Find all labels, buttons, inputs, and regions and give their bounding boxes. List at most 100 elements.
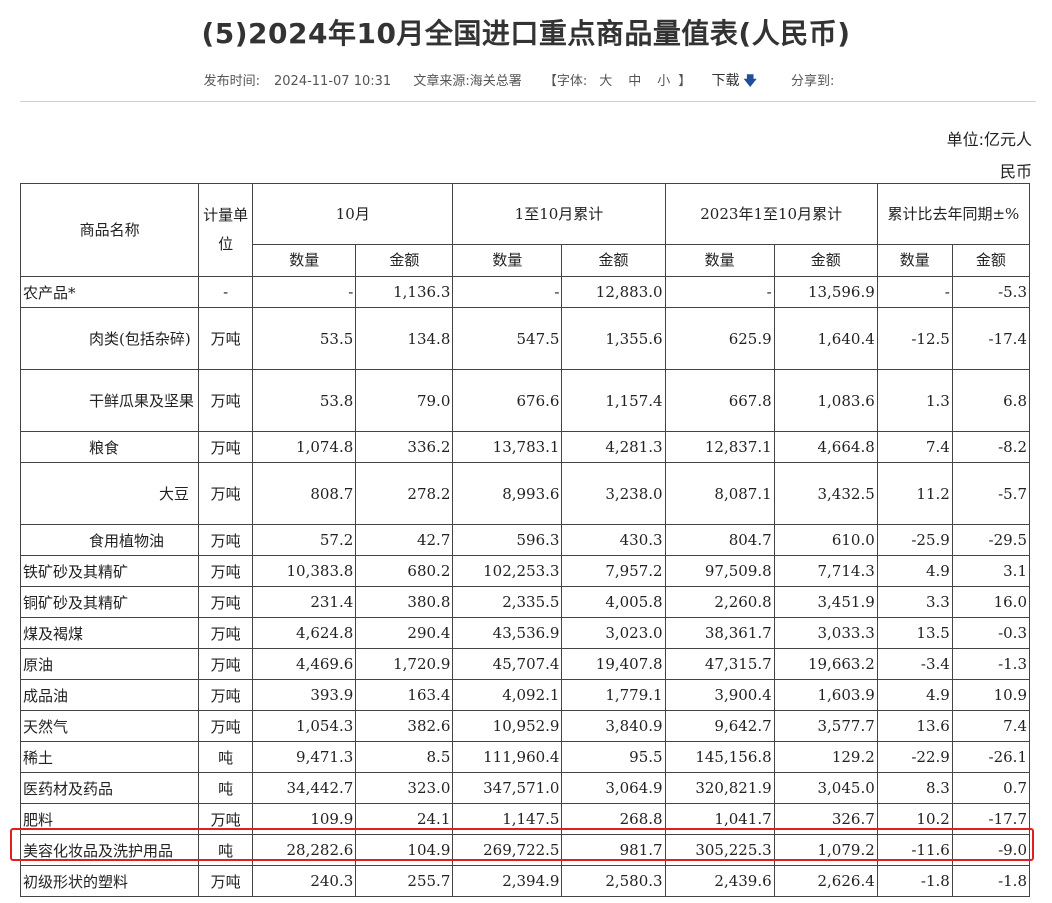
value-ytd-amt: 3,023.0 xyxy=(561,617,666,649)
value-ytd-qty: 13,783.1 xyxy=(452,431,563,463)
table-body: 农产品* - -1,136.3-12,883.0-13,596.9- -5.3 肉类(包… xyxy=(19,276,1031,897)
value-prev-qty: 38,361.7 xyxy=(664,617,775,649)
value-chg-amt: -1.3 xyxy=(951,648,1031,680)
value-ytd-qty: 596.3 xyxy=(452,524,563,556)
table-row: 干鲜瓜果及坚果 万吨 53.8 79.0 676.6 1,157.4 667.8 1,083.… xyxy=(19,369,1031,432)
unit-cell: 吨 xyxy=(198,772,254,804)
value-prev-amt: 129.2 xyxy=(773,741,878,773)
import-table: 商品名称 计量单位 10月 1至10月累计 2023年1至10月累计 累计比去年… xyxy=(19,183,1031,897)
font-size-label: 【字体: xyxy=(543,74,588,89)
unit-cell: 万吨 xyxy=(198,710,254,742)
value-ytd-amt: 3,238.0 xyxy=(561,462,666,525)
value-prev-qty: 12,837.1 xyxy=(664,431,775,463)
value-ytd-amt: 1,157.4 xyxy=(561,369,666,432)
value-chg-qty: 13.6 xyxy=(876,710,953,742)
value-ytd-qty: 8,993.6 xyxy=(452,462,563,525)
value-ytd-amt: 4,281.3 xyxy=(561,431,666,463)
download-link[interactable]: 下载 xyxy=(711,73,740,89)
value-oct-qty: 4,624.8 xyxy=(252,617,357,649)
value-oct-qty: - xyxy=(252,276,357,308)
value-oct-amt: 1,720.9 xyxy=(355,648,454,680)
value-prev-qty: 8,087.1 xyxy=(664,462,775,525)
commodity-name: 肉类(包括杂碎) xyxy=(19,307,200,370)
value-oct-amt: 134.8 xyxy=(355,307,454,370)
value-chg-amt: -1.8 xyxy=(951,865,1031,897)
unit-cell: 万吨 xyxy=(198,586,254,618)
commodity-name: 铁矿砂及其精矿 xyxy=(19,555,200,587)
value-prev-qty: 320,821.9 xyxy=(664,772,775,804)
value-prev-amt: 19,663.2 xyxy=(773,648,878,680)
value-prev-amt: 4,664.8 xyxy=(773,431,878,463)
unit-cell: 万吨 xyxy=(198,524,254,556)
value-chg-qty: 7.4 xyxy=(876,431,953,463)
value-ytd-amt: 1,355.6 xyxy=(561,307,666,370)
value-chg-qty: -3.4 xyxy=(876,648,953,680)
value-prev-qty: 667.8 xyxy=(664,369,775,432)
unit-cell: 万吨 xyxy=(198,679,254,711)
page-title: (5)2024年10月全国进口重点商品量值表(人民币) xyxy=(201,17,851,50)
commodity-name: 粮食 xyxy=(19,431,200,463)
value-ytd-qty: 347,571.0 xyxy=(452,772,563,804)
value-oct-qty: 34,442.7 xyxy=(252,772,357,804)
header-oct: 10月 xyxy=(252,183,454,245)
value-ytd-qty: 676.6 xyxy=(452,369,563,432)
value-chg-amt: 7.4 xyxy=(951,710,1031,742)
table-row: 原油 万吨 4,469.6 1,720.9 45,707.4 19,407.8 47,315… xyxy=(19,648,1031,680)
value-chg-qty: -1.8 xyxy=(876,865,953,897)
font-small-option[interactable]: 小 xyxy=(657,74,671,89)
value-chg-amt: -26.1 xyxy=(951,741,1031,773)
value-oct-qty: 9,471.3 xyxy=(252,741,357,773)
value-oct-qty: 1,074.8 xyxy=(252,431,357,463)
value-ytd-qty: - xyxy=(452,276,563,308)
highlight-box xyxy=(10,828,1034,861)
value-oct-qty: 393.9 xyxy=(252,679,357,711)
value-chg-qty: 4.9 xyxy=(876,555,953,587)
value-oct-amt: 8.5 xyxy=(355,741,454,773)
value-oct-amt: 380.8 xyxy=(355,586,454,618)
value-chg-amt: 3.1 xyxy=(951,555,1031,587)
header-divider xyxy=(20,101,1036,102)
commodity-name: 原油 xyxy=(19,648,200,680)
value-prev-amt: 1,640.4 xyxy=(773,307,878,370)
value-prev-qty: 2,260.8 xyxy=(664,586,775,618)
value-prev-qty: 2,439.6 xyxy=(664,865,775,897)
value-prev-amt: 7,714.3 xyxy=(773,555,878,587)
value-oct-amt: 278.2 xyxy=(355,462,454,525)
commodity-name: 天然气 xyxy=(19,710,200,742)
table-row: 铁矿砂及其精矿 万吨 10,383.8 680.2 102,253.3 7,957.2 97… xyxy=(19,555,1031,587)
table-row: 肉类(包括杂碎) 万吨 53.5 134.8 547.5 1,355.6 625.9 1,64… xyxy=(19,307,1031,370)
table-row: 医药材及药品吨 34,442.7 323.0 347,571.0 3,064.9 320,… xyxy=(19,772,1031,804)
value-ytd-qty: 2,394.9 xyxy=(452,865,563,897)
value-prev-qty: 97,509.8 xyxy=(664,555,775,587)
value-oct-qty: 53.5 xyxy=(252,307,357,370)
table-row: 初级形状的塑料 万吨 240.3 255.7 2,394.9 2,580.3 2,439.6… xyxy=(19,865,1031,897)
value-oct-amt: 255.7 xyxy=(355,865,454,897)
value-oct-amt: 79.0 xyxy=(355,369,454,432)
header-amt: 金额 xyxy=(951,244,1031,277)
value-chg-amt: -17.4 xyxy=(951,307,1031,370)
header-unit: 计量单位 xyxy=(198,183,254,277)
value-chg-amt: 16.0 xyxy=(951,586,1031,618)
font-large-option[interactable]: 大 xyxy=(599,74,613,89)
value-ytd-amt: 430.3 xyxy=(561,524,666,556)
header-qty: 数量 xyxy=(252,244,357,277)
header-ytd: 1至10月累计 xyxy=(452,183,666,245)
value-chg-qty: -22.9 xyxy=(876,741,953,773)
arrow-down-icon[interactable]: 🡇 xyxy=(743,74,757,89)
value-ytd-qty: 43,536.9 xyxy=(452,617,563,649)
value-chg-amt: -29.5 xyxy=(951,524,1031,556)
unit-cell: - xyxy=(198,276,254,308)
header-change: 累计比去年同期±% xyxy=(876,183,1031,245)
value-oct-amt: 382.6 xyxy=(355,710,454,742)
unit-note: 单位:亿元人民币 xyxy=(946,130,1032,181)
commodity-name: 煤及褐煤 xyxy=(19,617,200,649)
header-qty: 数量 xyxy=(664,244,775,277)
value-chg-amt: -5.7 xyxy=(951,462,1031,525)
source-label: 文章来源: xyxy=(413,74,470,89)
value-chg-qty: 8.3 xyxy=(876,772,953,804)
font-medium-option[interactable]: 中 xyxy=(628,74,642,89)
table-row: 天然气 万吨 1,054.3 382.6 10,952.9 3,840.9 9,642.7 3… xyxy=(19,710,1031,742)
value-ytd-qty: 111,960.4 xyxy=(452,741,563,773)
table-row: 稀土吨 9,471.3 8.5 111,960.4 95.5 145,156.8 129.2… xyxy=(19,741,1031,773)
unit-cell: 万吨 xyxy=(198,431,254,463)
